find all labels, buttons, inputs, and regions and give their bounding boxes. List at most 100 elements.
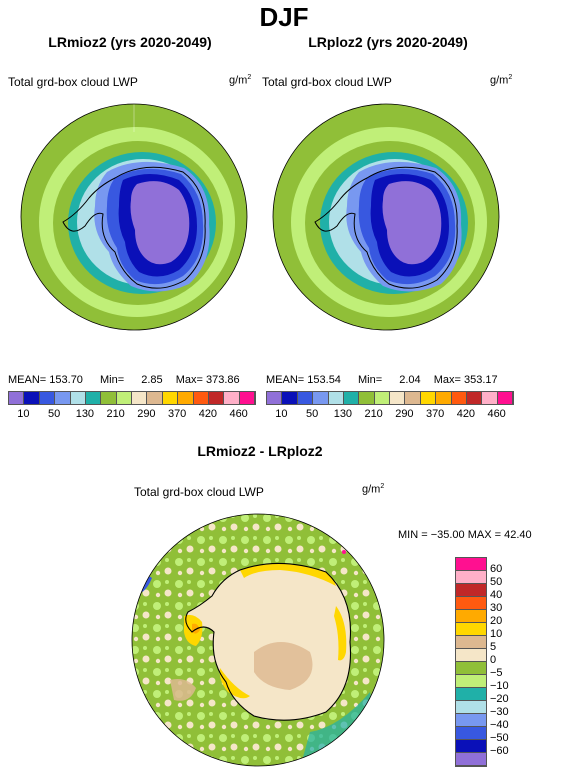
diff-colorbar-tick-label: 40 [490, 589, 503, 601]
right-mean-label: MEAN= [266, 374, 305, 386]
right-colorbar [266, 391, 514, 405]
diff-colorbar-swatch [456, 649, 486, 662]
diff-colorbar-swatch [456, 571, 486, 584]
left-map-coastline [62, 166, 206, 289]
diff-colorbar-tick-label: −60 [490, 745, 509, 757]
diff-colorbar-tick-label: −5 [490, 667, 503, 679]
diff-colorbar-swatch [456, 623, 486, 636]
diff-map-coastline [185, 562, 352, 721]
colorbar-swatch [116, 392, 132, 404]
diff-colorbar-tick-label: 30 [490, 602, 503, 614]
left-map-purple-core [130, 181, 190, 265]
diff-map-yellow-band [240, 563, 336, 586]
right-variable-label: Total grd-box cloud LWP [262, 75, 392, 89]
diff-colorbar-swatch [456, 636, 486, 649]
colorbar-tick-label: 370 [167, 408, 187, 420]
diff-colorbar-swatch [456, 688, 486, 701]
right-min-label: Min= [358, 374, 383, 386]
colorbar-tick-label: 210 [106, 408, 125, 420]
colorbar-swatch [55, 392, 71, 404]
diff-map-border [131, 513, 385, 767]
diff-polar-map [131, 513, 385, 767]
colorbar-swatch [297, 392, 314, 404]
colorbar-swatch [343, 392, 360, 404]
colorbar-swatch [420, 392, 437, 404]
colorbar-swatch [178, 392, 194, 404]
diff-colorbar-tick-label: 0 [490, 654, 497, 666]
diff-colorbar-tick-label: 50 [490, 576, 503, 588]
colorbar-swatch [9, 392, 25, 404]
colorbar-swatch [374, 392, 390, 404]
colorbar-swatch [451, 392, 467, 404]
colorbar-swatch [101, 392, 117, 404]
diff-minmax: MIN = −35.00 MAX = 42.40 [398, 529, 532, 541]
right-min-value: 2.04 [399, 374, 421, 386]
colorbar-swatch [70, 392, 86, 404]
diff-colorbar-swatch [456, 740, 486, 753]
left-variable-label: Total grd-box cloud LWP [8, 75, 138, 89]
diff-colorbar-tick-label: −50 [490, 732, 509, 744]
colorbar-swatch [466, 392, 483, 404]
diff-colorbar [455, 557, 487, 767]
left-mean-value: 153.70 [49, 374, 83, 386]
colorbar-swatch [162, 392, 179, 404]
colorbar-tick-label: 10 [17, 408, 30, 420]
left-min-value: 2.85 [141, 374, 163, 386]
left-max-label: Max= [175, 374, 203, 386]
diff-colorbar-swatch [456, 753, 486, 766]
right-map-border [272, 103, 500, 331]
diff-colorbar-tick-label: 10 [490, 628, 503, 640]
right-max-value: 353.17 [463, 374, 498, 386]
right-mean-value: 153.54 [307, 374, 341, 386]
diff-colorbar-tick-label: −40 [490, 719, 509, 731]
colorbar-swatch [405, 392, 421, 404]
colorbar-swatch [39, 392, 56, 404]
diff-colorbar-swatch [456, 597, 486, 610]
colorbar-tick-label: 130 [333, 408, 353, 420]
colorbar-tick-label: 50 [306, 408, 319, 420]
diff-colorbar-labels: 60 50 40 30 20 10 5 0 −5 −10 −20 −30 −40 −50 −60 [490, 557, 530, 767]
diff-colorbar-swatch [456, 701, 486, 714]
colorbar-swatch [193, 392, 209, 404]
right-panel-title: LRploz2 (yrs 2020-2049) [308, 34, 468, 50]
colorbar-tick-label: 130 [75, 408, 95, 420]
left-panel-title: LRmioz2 (yrs 2020-2049) [48, 34, 212, 50]
diff-colorbar-swatch [456, 714, 486, 727]
right-map-purple-core [382, 181, 442, 265]
right-units-label: g/m2 [490, 74, 513, 87]
diff-panel-title: LRmioz2 - LRploz2 [197, 443, 323, 459]
colorbar-swatch [239, 392, 255, 404]
right-polar-map [272, 103, 500, 331]
colorbar-swatch [282, 392, 298, 404]
left-polar-map [20, 103, 248, 331]
colorbar-swatch [147, 392, 163, 404]
colorbar-tick-label: 290 [395, 408, 414, 420]
colorbar-swatch [359, 392, 375, 404]
colorbar-tick-label: 50 [48, 408, 61, 420]
diff-variable-label: Total grd-box cloud LWP [134, 485, 264, 499]
left-colorbar [8, 391, 256, 405]
left-colorbar-labels: 10 50 130 210 290 370 420 460 [8, 408, 254, 422]
right-colorbar-labels: 10 50 130 210 290 370 420 460 [266, 408, 512, 422]
colorbar-tick-label: 10 [275, 408, 288, 420]
left-max-value: 373.86 [205, 374, 240, 386]
colorbar-swatch [313, 392, 329, 404]
right-map-coastline [314, 166, 458, 289]
left-min-label: Min= [100, 374, 125, 386]
colorbar-swatch [267, 392, 283, 404]
colorbar-swatch [328, 392, 344, 404]
colorbar-tick-label: 460 [229, 408, 248, 420]
colorbar-tick-label: 290 [137, 408, 156, 420]
diff-colorbar-swatch [456, 584, 486, 597]
colorbar-tick-label: 460 [487, 408, 506, 420]
colorbar-swatch [24, 392, 40, 404]
diff-colorbar-tick-label: −30 [490, 706, 509, 718]
colorbar-swatch [132, 392, 148, 404]
colorbar-tick-label: 420 [456, 408, 476, 420]
colorbar-swatch [482, 392, 498, 404]
diff-units-label: g/m2 [362, 483, 385, 496]
left-map-border [20, 103, 248, 331]
left-mean-label: MEAN= [8, 374, 47, 386]
colorbar-swatch [85, 392, 102, 404]
colorbar-tick-label: 370 [425, 408, 445, 420]
